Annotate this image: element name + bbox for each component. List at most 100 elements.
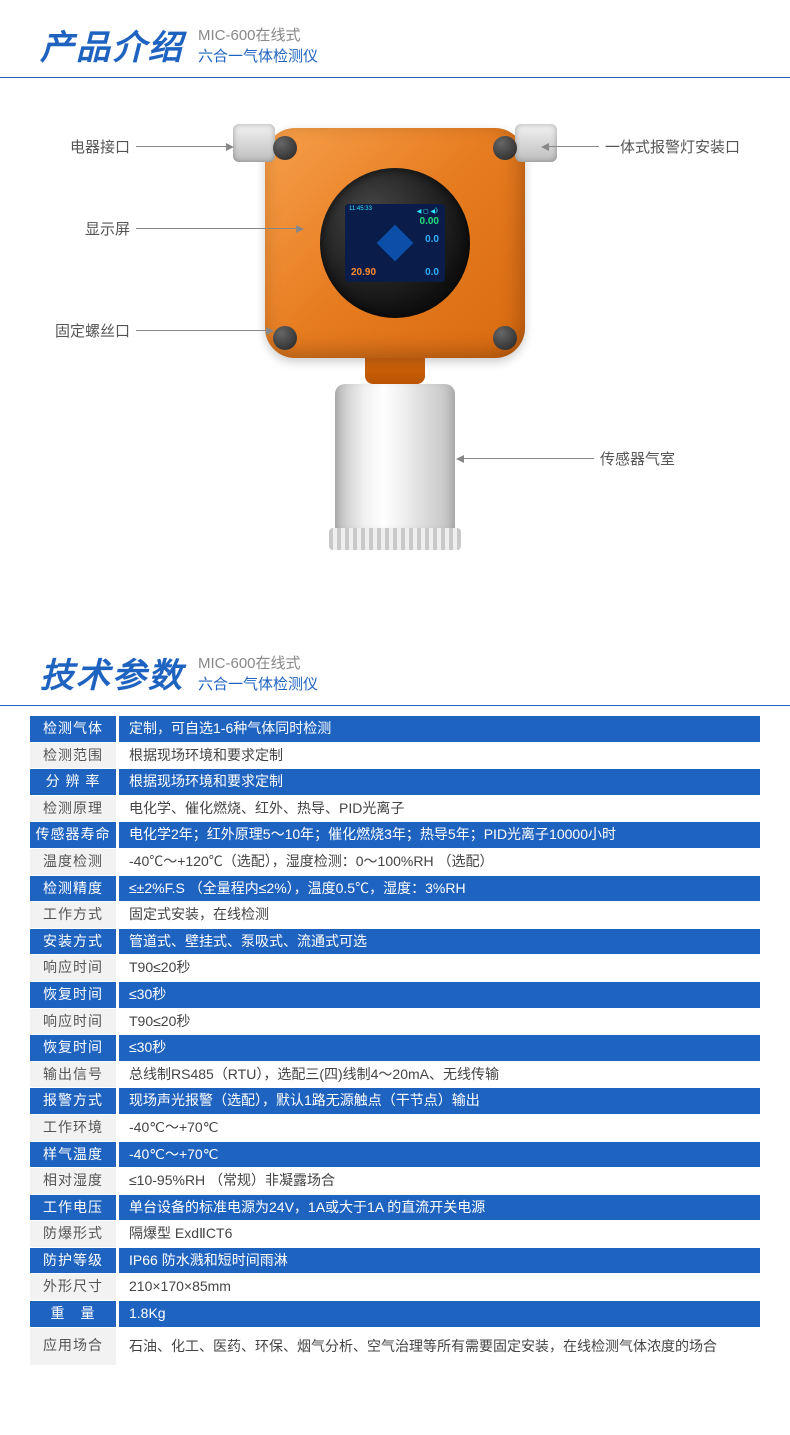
- spec-value: T90≤20秒: [119, 1009, 760, 1035]
- device-body: 11:45:33◀ ▢ ◀》 0.00 0.0 20.90 0.0: [265, 128, 525, 358]
- intro-sub-top: MIC-600在线式: [198, 25, 318, 46]
- spec-row: 工作环境-40℃～+70℃: [30, 1115, 760, 1141]
- spec-label: 响应时间: [30, 955, 116, 981]
- callout-elec-port-label: 电器接口: [70, 136, 130, 157]
- spec-title: 技术参数: [40, 648, 198, 697]
- spec-row: 工作方式固定式安装，在线检测: [30, 902, 760, 928]
- spec-value: 单台设备的标准电源为24V，1A或大于1A 的直流开关电源: [119, 1195, 760, 1221]
- spec-label: 传感器寿命: [30, 822, 116, 848]
- spec-row: 防护等级IP66 防水溅和短时间雨淋: [30, 1248, 760, 1274]
- spec-label: 防护等级: [30, 1248, 116, 1274]
- spec-label: 外形尺寸: [30, 1274, 116, 1300]
- product-diagram: 11:45:33◀ ▢ ◀》 0.00 0.0 20.90 0.0 电器接口 显…: [0, 88, 790, 598]
- spec-label: 分 辨 率: [30, 769, 116, 795]
- spec-row: 重 量1.8Kg: [30, 1301, 760, 1327]
- spec-row: 检测范围根据现场环境和要求定制: [30, 743, 760, 769]
- spec-value: T90≤20秒: [119, 955, 760, 981]
- callout-sensor-chamber: 传感器气室: [456, 448, 675, 469]
- callout-screw-port-label: 固定螺丝口: [55, 320, 130, 341]
- screen-display: 11:45:33◀ ▢ ◀》 0.00 0.0 20.90 0.0: [345, 204, 445, 282]
- spec-label: 应用场合: [30, 1328, 116, 1365]
- spec-value: 固定式安装，在线检测: [119, 902, 760, 928]
- spec-row: 工作电压单台设备的标准电源为24V，1A或大于1A 的直流开关电源: [30, 1195, 760, 1221]
- callout-elec-port: 电器接口: [70, 136, 234, 157]
- spec-label: 恢复时间: [30, 982, 116, 1008]
- callout-alarm-port-label: 一体式报警灯安装口: [605, 136, 740, 157]
- spec-label: 重 量: [30, 1301, 116, 1327]
- spec-value: -40℃～+120℃（选配），湿度检测：0～100%RH （选配）: [119, 849, 760, 875]
- spec-value: 隔爆型 ExdⅡCT6: [119, 1221, 760, 1247]
- spec-value: 电化学、催化燃烧、红外、热导、PID光离子: [119, 796, 760, 822]
- spec-value: 现场声光报警（选配），默认1路无源触点（干节点）输出: [119, 1088, 760, 1114]
- screen-val2: 0.0: [425, 234, 439, 245]
- spec-value: ≤30秒: [119, 982, 760, 1008]
- spec-row: 外形尺寸210×170×85mm: [30, 1274, 760, 1300]
- spec-label: 防爆形式: [30, 1221, 116, 1247]
- spec-value: 根据现场环境和要求定制: [119, 769, 760, 795]
- spec-value: 总线制RS485（RTU），选配三(四)线制4～20mA、无线传输: [119, 1062, 760, 1088]
- spec-label: 检测气体: [30, 716, 116, 742]
- spec-row: 响应时间T90≤20秒: [30, 1009, 760, 1035]
- spec-value: IP66 防水溅和短时间雨淋: [119, 1248, 760, 1274]
- spec-row: 检测精度≤±2%F.S （全量程内≤2%），温度0.5℃，湿度：3%RH: [30, 876, 760, 902]
- spec-label: 响应时间: [30, 1009, 116, 1035]
- spec-row: 安装方式管道式、壁挂式、泵吸式、流通式可选: [30, 929, 760, 955]
- spec-label: 安装方式: [30, 929, 116, 955]
- device-screen: 11:45:33◀ ▢ ◀》 0.00 0.0 20.90 0.0: [320, 168, 470, 318]
- spec-row: 检测气体定制，可自选1-6种气体同时检测: [30, 716, 760, 742]
- spec-sub: MIC-600在线式 六合一气体检测仪: [198, 653, 318, 697]
- spec-row: 报警方式现场声光报警（选配），默认1路无源触点（干节点）输出: [30, 1088, 760, 1114]
- spec-value: ≤±2%F.S （全量程内≤2%），温度0.5℃，湿度：3%RH: [119, 876, 760, 902]
- spec-row: 恢复时间≤30秒: [30, 982, 760, 1008]
- callout-display: 显示屏: [85, 218, 304, 239]
- spec-row: 相对湿度≤10-95%RH （常规）非凝露场合: [30, 1168, 760, 1194]
- spec-header: 技术参数 MIC-600在线式 六合一气体检测仪: [0, 628, 790, 706]
- spec-table: 检测气体定制，可自选1-6种气体同时检测检测范围根据现场环境和要求定制分 辨 率…: [0, 716, 790, 1396]
- spec-row: 应用场合石油、化工、医药、环保、烟气分析、空气治理等所有需要固定安装，在线检测气…: [30, 1328, 760, 1365]
- callout-display-label: 显示屏: [85, 218, 130, 239]
- spec-value: 电化学2年；红外原理5～10年；催化燃烧3年；热导5年；PID光离子10000小…: [119, 822, 760, 848]
- spec-value: -40℃～+70℃: [119, 1142, 760, 1168]
- spec-row: 样气温度-40℃～+70℃: [30, 1142, 760, 1168]
- spec-row: 响应时间T90≤20秒: [30, 955, 760, 981]
- spec-row: 分 辨 率根据现场环境和要求定制: [30, 769, 760, 795]
- spec-row: 防爆形式隔爆型 ExdⅡCT6: [30, 1221, 760, 1247]
- spec-value: 根据现场环境和要求定制: [119, 743, 760, 769]
- spec-label: 检测原理: [30, 796, 116, 822]
- screen-val4: 0.0: [425, 267, 439, 278]
- spec-label: 检测精度: [30, 876, 116, 902]
- spec-value: ≤30秒: [119, 1035, 760, 1061]
- screw-bottom-right: [493, 326, 517, 350]
- spec-value: 定制，可自选1-6种气体同时检测: [119, 716, 760, 742]
- sensor-chamber: [335, 384, 455, 544]
- spec-value: 石油、化工、医药、环保、烟气分析、空气治理等所有需要固定安装，在线检测气体浓度的…: [119, 1328, 760, 1365]
- spec-row: 传感器寿命电化学2年；红外原理5～10年；催化燃烧3年；热导5年；PID光离子1…: [30, 822, 760, 848]
- spec-row: 温度检测-40℃～+120℃（选配），湿度检测：0～100%RH （选配）: [30, 849, 760, 875]
- spec-row: 检测原理电化学、催化燃烧、红外、热导、PID光离子: [30, 796, 760, 822]
- spec-value: 管道式、壁挂式、泵吸式、流通式可选: [119, 929, 760, 955]
- screw-top-left: [273, 136, 297, 160]
- spec-label: 检测范围: [30, 743, 116, 769]
- spec-label: 输出信号: [30, 1062, 116, 1088]
- screen-val1: 0.00: [420, 216, 439, 227]
- spec-label: 工作环境: [30, 1115, 116, 1141]
- intro-sub-bot: 六合一气体检测仪: [198, 46, 318, 67]
- spec-label: 工作电压: [30, 1195, 116, 1221]
- intro-header: 产品介绍 MIC-600在线式 六合一气体检测仪: [0, 0, 790, 78]
- spec-label: 工作方式: [30, 902, 116, 928]
- spec-label: 相对湿度: [30, 1168, 116, 1194]
- spec-value: 1.8Kg: [119, 1301, 760, 1327]
- spec-value: ≤10-95%RH （常规）非凝露场合: [119, 1168, 760, 1194]
- spec-label: 恢复时间: [30, 1035, 116, 1061]
- spec-value: -40℃～+70℃: [119, 1115, 760, 1141]
- intro-sub: MIC-600在线式 六合一气体检测仪: [198, 25, 318, 69]
- spec-row: 输出信号总线制RS485（RTU），选配三(四)线制4～20mA、无线传输: [30, 1062, 760, 1088]
- screen-val3: 20.90: [351, 267, 376, 278]
- spec-label: 报警方式: [30, 1088, 116, 1114]
- callout-screw-port: 固定螺丝口: [55, 320, 274, 341]
- sensor-neck: [365, 354, 425, 384]
- intro-title: 产品介绍: [40, 20, 198, 69]
- spec-value: 210×170×85mm: [119, 1274, 760, 1300]
- callout-alarm-port: 一体式报警灯安装口: [541, 136, 740, 157]
- screw-top-right: [493, 136, 517, 160]
